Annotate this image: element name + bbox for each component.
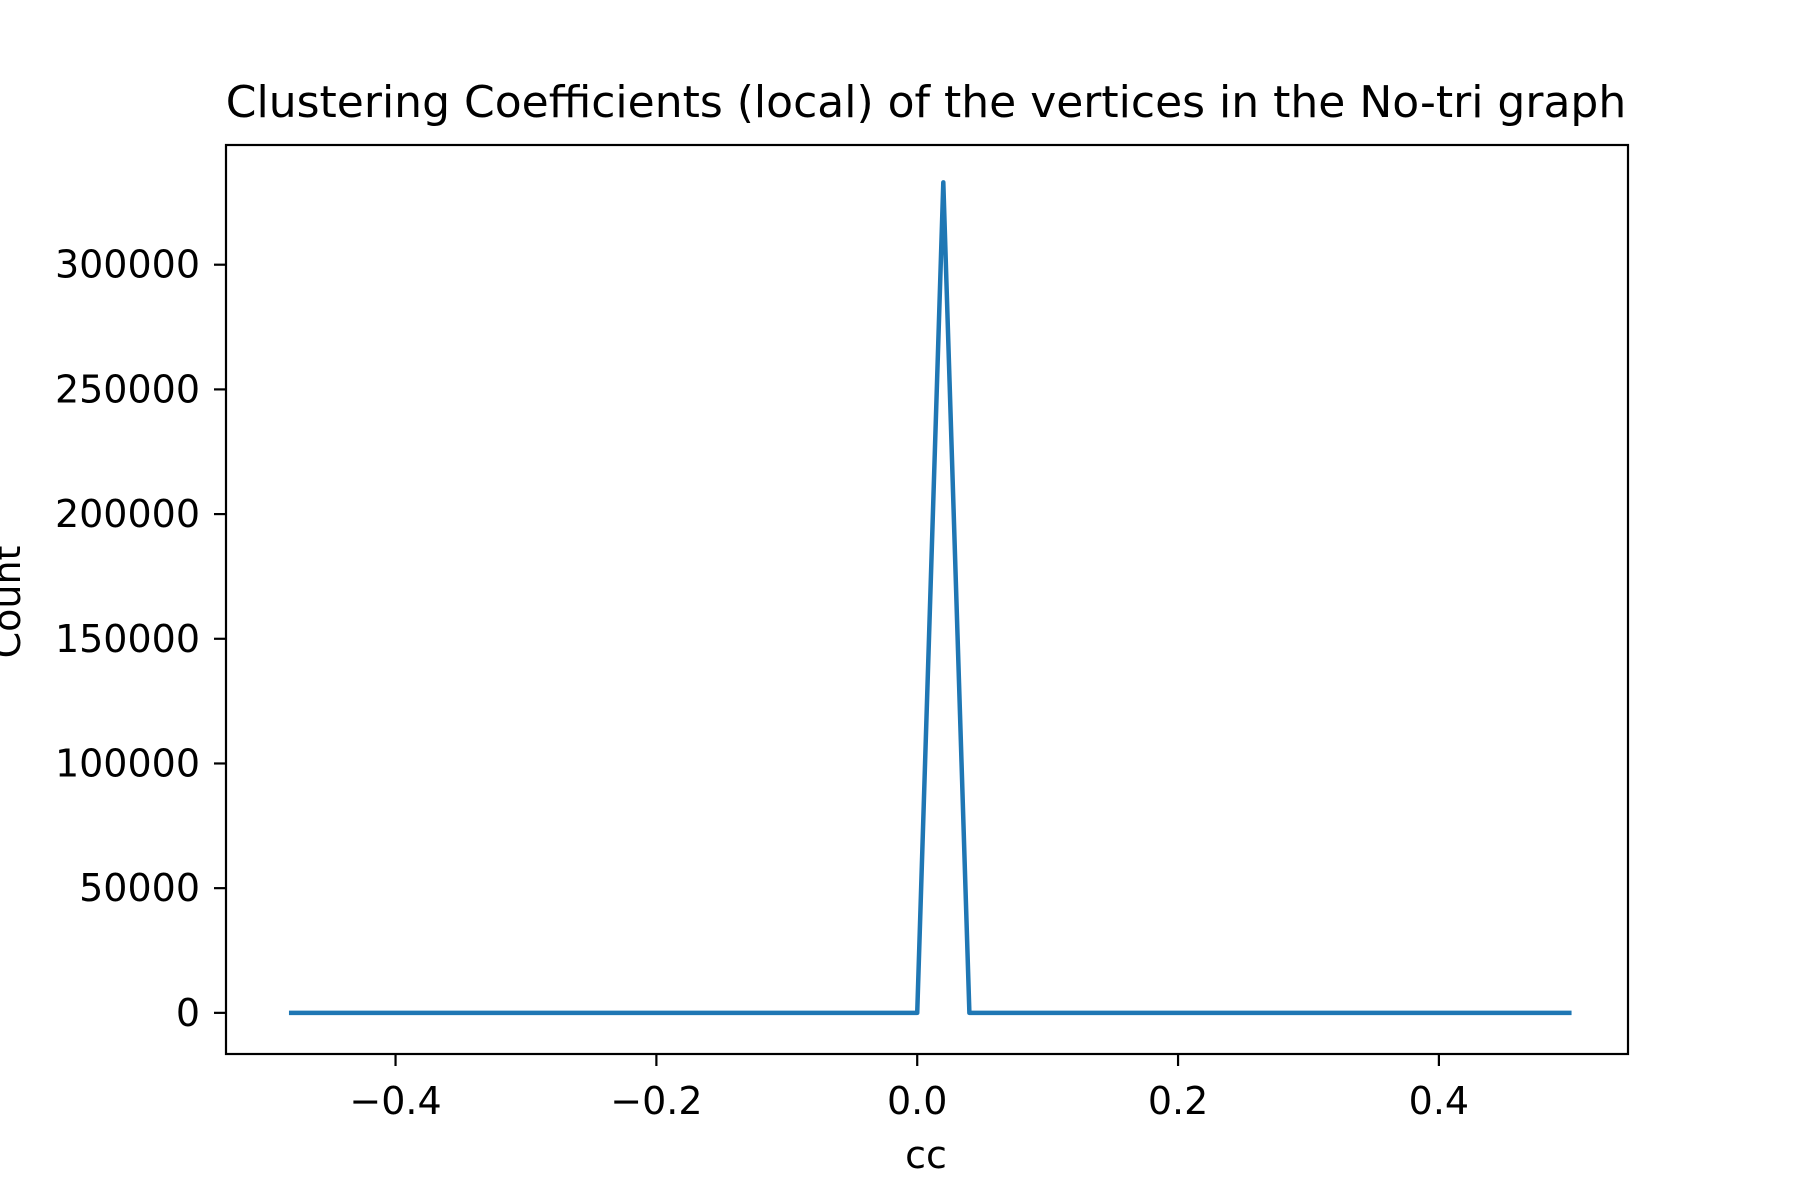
series-line-0	[288, 180, 1572, 1016]
y-tick-label: 0	[176, 991, 200, 1035]
y-tick-label: 250000	[55, 367, 200, 411]
y-tick-label: 300000	[55, 243, 200, 287]
y-axis-label: Count	[0, 546, 29, 659]
y-tick-label: 100000	[55, 741, 200, 785]
y-tick-label: 200000	[55, 492, 200, 536]
axes-frame	[224, 143, 1630, 1056]
x-tick-label: 0.0	[887, 1079, 947, 1123]
y-tick-label: 150000	[55, 617, 200, 661]
x-axis-label: cc	[905, 1133, 947, 1177]
x-tick-label: 0.4	[1409, 1079, 1469, 1123]
chart-title: Clustering Coefficients (local) of the v…	[226, 77, 1626, 128]
x-tick-label: −0.2	[610, 1079, 702, 1123]
x-tick-label: −0.4	[349, 1079, 441, 1123]
plot-area: −0.4 −0.2 0.0 0.2 0.4 0 50000 100000 150000 20000…	[55, 143, 1630, 1123]
y-tick-label: 50000	[79, 866, 200, 910]
x-tick-label: 0.2	[1148, 1079, 1208, 1123]
